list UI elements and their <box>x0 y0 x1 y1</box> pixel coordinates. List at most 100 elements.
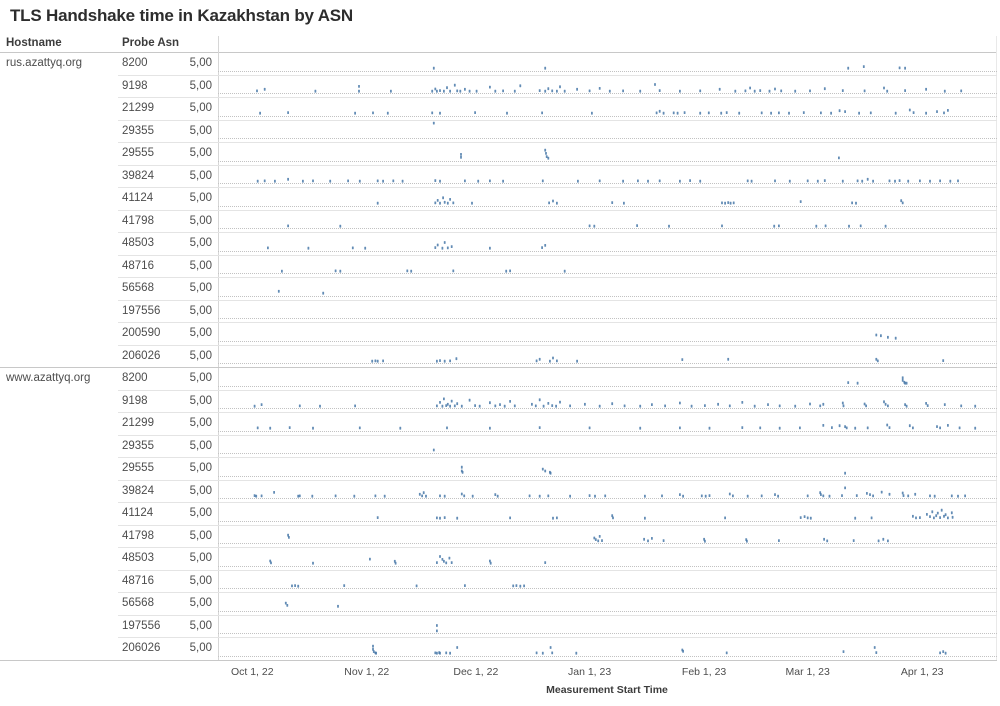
data-point[interactable] <box>816 179 819 183</box>
data-point[interactable] <box>353 494 356 498</box>
data-point[interactable] <box>552 356 554 359</box>
data-point[interactable] <box>947 424 949 427</box>
data-point[interactable] <box>908 424 911 428</box>
data-point[interactable] <box>489 85 491 88</box>
data-point[interactable] <box>474 111 476 114</box>
data-point[interactable] <box>547 494 550 497</box>
data-point[interactable] <box>844 425 846 428</box>
data-point[interactable] <box>704 539 706 543</box>
data-point[interactable] <box>662 111 665 115</box>
data-point[interactable] <box>887 404 889 407</box>
data-point[interactable] <box>439 494 441 497</box>
data-point[interactable] <box>541 467 544 471</box>
data-point[interactable] <box>936 425 938 428</box>
data-point[interactable] <box>841 88 844 92</box>
data-point[interactable] <box>449 359 451 362</box>
facet-plot[interactable] <box>218 637 997 660</box>
data-point[interactable] <box>753 404 756 408</box>
data-point[interactable] <box>358 426 361 430</box>
data-point[interactable] <box>519 83 522 87</box>
data-point[interactable] <box>541 111 543 115</box>
data-point[interactable] <box>443 241 446 244</box>
data-point[interactable] <box>774 179 776 182</box>
facet-plot[interactable] <box>218 322 997 345</box>
data-point[interactable] <box>623 201 625 205</box>
data-point[interactable] <box>943 89 946 93</box>
data-point[interactable] <box>944 651 947 655</box>
data-point[interactable] <box>556 516 558 520</box>
data-point[interactable] <box>593 224 596 228</box>
data-point[interactable] <box>809 402 811 405</box>
data-point[interactable] <box>286 604 289 607</box>
data-point[interactable] <box>471 201 473 205</box>
data-point[interactable] <box>809 516 812 520</box>
data-point[interactable] <box>643 537 645 541</box>
data-point[interactable] <box>778 404 781 407</box>
data-point[interactable] <box>274 179 276 183</box>
data-point[interactable] <box>943 111 945 115</box>
data-point[interactable] <box>904 66 906 70</box>
data-point[interactable] <box>658 179 661 182</box>
data-point[interactable] <box>376 359 379 363</box>
data-point[interactable] <box>844 471 846 475</box>
data-point[interactable] <box>847 381 850 384</box>
data-point[interactable] <box>446 426 448 430</box>
data-point[interactable] <box>477 179 480 183</box>
data-point[interactable] <box>809 89 811 92</box>
facet-plot[interactable] <box>218 52 997 75</box>
data-point[interactable] <box>611 514 614 518</box>
data-point[interactable] <box>461 470 464 474</box>
data-point[interactable] <box>598 179 601 182</box>
data-point[interactable] <box>505 269 508 273</box>
data-point[interactable] <box>904 402 906 406</box>
data-point[interactable] <box>919 516 921 519</box>
data-point[interactable] <box>499 402 501 406</box>
data-point[interactable] <box>882 537 885 541</box>
data-point[interactable] <box>760 111 763 115</box>
data-point[interactable] <box>551 651 554 655</box>
data-point[interactable] <box>936 110 938 113</box>
data-point[interactable] <box>725 111 728 114</box>
facet-plot[interactable] <box>218 165 997 188</box>
data-point[interactable] <box>439 358 441 362</box>
data-point[interactable] <box>947 516 949 520</box>
data-point[interactable] <box>894 336 897 340</box>
data-point[interactable] <box>658 88 661 92</box>
data-point[interactable] <box>859 224 862 227</box>
data-point[interactable] <box>256 89 258 92</box>
data-point[interactable] <box>281 269 283 273</box>
data-point[interactable] <box>535 651 538 655</box>
data-point[interactable] <box>720 111 723 115</box>
data-point[interactable] <box>799 426 801 430</box>
data-point[interactable] <box>682 494 684 498</box>
data-point[interactable] <box>594 537 597 541</box>
data-point[interactable] <box>489 400 491 404</box>
data-point[interactable] <box>418 492 421 496</box>
data-point[interactable] <box>933 516 935 520</box>
data-point[interactable] <box>538 357 541 361</box>
data-point[interactable] <box>354 404 356 407</box>
data-point[interactable] <box>354 111 356 115</box>
facet-plot[interactable] <box>218 187 997 210</box>
data-point[interactable] <box>728 404 731 407</box>
data-point[interactable] <box>401 179 404 183</box>
data-point[interactable] <box>441 404 444 408</box>
data-point[interactable] <box>436 359 438 363</box>
data-point[interactable] <box>622 179 624 183</box>
data-point[interactable] <box>513 89 516 93</box>
data-point[interactable] <box>907 179 910 183</box>
data-point[interactable] <box>815 224 818 228</box>
data-point[interactable] <box>372 111 374 115</box>
data-point[interactable] <box>294 583 296 587</box>
data-point[interactable] <box>856 381 859 385</box>
data-point[interactable] <box>601 538 603 542</box>
data-point[interactable] <box>907 494 910 497</box>
data-point[interactable] <box>441 558 444 561</box>
data-point[interactable] <box>594 494 596 498</box>
data-point[interactable] <box>679 179 681 183</box>
data-point[interactable] <box>949 179 952 183</box>
data-point[interactable] <box>802 111 805 114</box>
data-point[interactable] <box>441 246 444 250</box>
data-point[interactable] <box>905 404 908 408</box>
data-point[interactable] <box>854 426 857 430</box>
